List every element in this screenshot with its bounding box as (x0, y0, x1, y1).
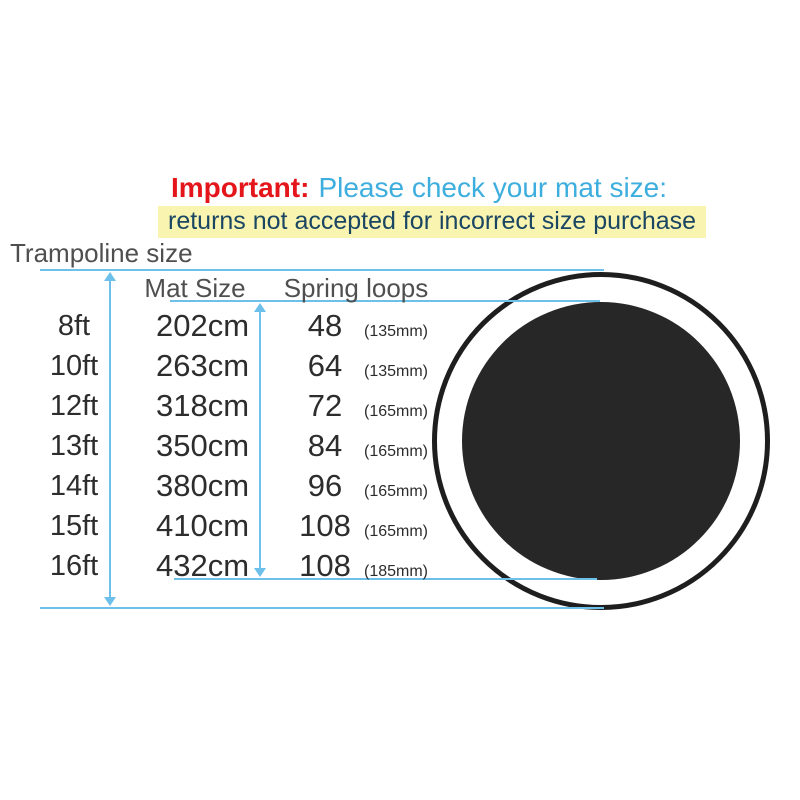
spring-loops-value: 48 (135mm) (292, 306, 428, 352)
mat-size-dimension-arrow (253, 303, 267, 577)
important-label: Important: (171, 172, 310, 203)
arrow-up-icon (254, 303, 266, 312)
spring-loops-value: 96 (165mm) (292, 466, 428, 512)
spring-count: 84 (307, 428, 343, 463)
mat-size-value: 380cm (155, 468, 250, 503)
spring-count: 108 (299, 508, 351, 543)
trampoline-size-value: 14ft (49, 470, 99, 502)
spring-length: (165mm) (364, 483, 429, 500)
trampoline-size-dimension-arrow (103, 272, 117, 606)
trampoline-size-value: 10ft (49, 350, 99, 382)
trampoline-size-label: Trampoline size (10, 238, 193, 268)
trampoline-size-value: 13ft (49, 430, 99, 462)
spring-count: 48 (307, 308, 343, 343)
mat-size-value: 410cm (155, 508, 250, 543)
spring-loops-value: 108 (165mm) (292, 506, 428, 552)
table-row: 12ft 318cm 72 (165mm) (0, 386, 440, 426)
table-row: 16ft 432cm 108 (185mm) (0, 546, 440, 586)
check-mat-size-text: Please check your mat size: (318, 172, 668, 203)
spring-loops-value: 64 (135mm) (292, 346, 428, 392)
mat-size-bottom-line (174, 578, 597, 580)
spring-loops-value: 72 (165mm) (292, 386, 428, 432)
spring-length: (135mm) (364, 323, 429, 340)
mat-size-value: 432cm (155, 548, 250, 583)
table-row: 14ft 380cm 96 (165mm) (0, 466, 440, 506)
trampoline-size-bottom-line (40, 607, 604, 609)
dimension-line-stem (109, 280, 111, 598)
spring-loops-column-header: Spring loops (283, 273, 429, 303)
spring-count: 64 (307, 348, 343, 383)
spring-length: (165mm) (364, 523, 429, 540)
table-row: 13ft 350cm 84 (165mm) (0, 426, 440, 466)
mat-size-column-header: Mat Size (144, 273, 246, 303)
mat-size-value: 318cm (155, 388, 250, 423)
arrow-down-icon (254, 568, 266, 577)
spring-count: 72 (307, 388, 343, 423)
arrow-down-icon (104, 597, 116, 606)
mat-size-value: 202cm (155, 308, 250, 343)
table-row: 10ft 263cm 64 (135mm) (0, 346, 440, 386)
arrow-up-icon (104, 272, 116, 281)
spring-loops-value: 108 (185mm) (292, 546, 428, 592)
table-row: 15ft 410cm 108 (165mm) (0, 506, 440, 546)
table-row: 8ft 202cm 48 (135mm) (0, 306, 440, 346)
mat-size-value: 263cm (155, 348, 250, 383)
mat-size-top-line (170, 300, 600, 302)
notice-headline: Important: Please check your mat size: (171, 172, 667, 204)
spring-length: (165mm) (364, 403, 429, 420)
trampoline-size-value: 12ft (49, 390, 99, 422)
returns-warning-banner: returns not accepted for incorrect size … (158, 206, 707, 238)
trampoline-mat-circle (462, 302, 740, 580)
spring-count: 108 (299, 548, 351, 583)
spring-loops-value: 84 (165mm) (292, 426, 428, 472)
dimension-line-stem (259, 311, 261, 569)
trampoline-size-top-line (40, 269, 604, 271)
trampoline-size-value: 16ft (49, 550, 99, 582)
spring-length: (165mm) (364, 443, 429, 460)
trampoline-size-value: 15ft (49, 510, 99, 542)
size-table: 8ft 202cm 48 (135mm) 10ft 263cm 64 (135m… (0, 306, 440, 586)
trampoline-size-value: 8ft (57, 310, 91, 342)
spring-length: (135mm) (364, 363, 429, 380)
mat-size-value: 350cm (155, 428, 250, 463)
spring-count: 96 (307, 468, 343, 503)
spring-length: (185mm) (364, 563, 429, 580)
